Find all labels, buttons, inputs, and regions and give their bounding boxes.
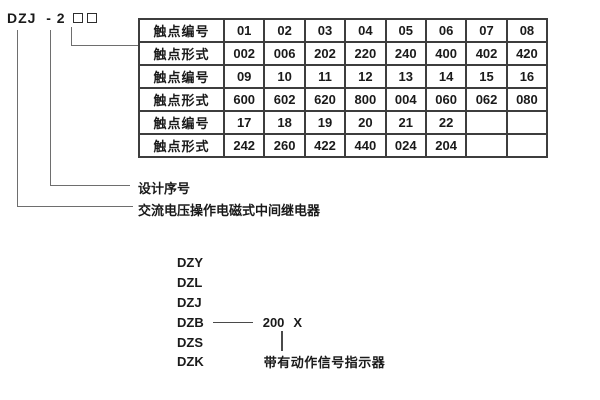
model-designation: DZJ - 2 <box>7 10 97 26</box>
table-row: 触点编号 17 18 19 20 21 22 <box>138 110 549 135</box>
value-cell: 400 <box>424 41 468 66</box>
value-cell <box>505 110 549 135</box>
value-cell: 202 <box>303 41 347 66</box>
value-cell: 11 <box>303 64 347 89</box>
row-label-cell: 触点形式 <box>138 41 225 66</box>
table-row: 触点编号 01 02 03 04 05 06 07 08 <box>138 18 549 43</box>
value-cell: 060 <box>424 87 468 112</box>
series-row-dzs: DZS <box>177 332 385 352</box>
value-cell: 024 <box>384 133 427 158</box>
leader-line-squares-vertical <box>71 27 73 46</box>
value-cell: 002 <box>222 41 266 66</box>
value-cell: 420 <box>505 41 549 66</box>
value-cell <box>505 133 549 158</box>
leader-line-squares-horizontal <box>71 44 138 46</box>
value-cell: 006 <box>263 41 306 66</box>
series-row-dzy: DZY <box>177 253 385 273</box>
value-cell: 13 <box>384 64 427 89</box>
value-cell: 18 <box>263 110 306 135</box>
series-variant-placeholder: X <box>293 314 303 330</box>
value-cell: 05 <box>384 18 427 43</box>
design-serial-label: 设计序号 <box>138 181 191 196</box>
series-row-dzl: DZL <box>177 273 385 293</box>
value-cell: 21 <box>384 110 427 135</box>
series-model-name: DZJ <box>177 294 202 310</box>
value-cell: 062 <box>465 87 508 112</box>
value-cell: 080 <box>505 87 549 112</box>
row-label-cell: 触点编号 <box>138 110 225 135</box>
value-cell: 19 <box>303 110 347 135</box>
value-cell: 402 <box>465 41 508 66</box>
series-model-name: DZL <box>177 275 203 291</box>
value-cell: 220 <box>344 41 387 66</box>
value-cell: 07 <box>465 18 508 43</box>
placeholder-square-icon <box>72 13 83 23</box>
value-cell: 20 <box>344 110 387 135</box>
value-cell: 01 <box>222 18 266 43</box>
value-cell <box>465 110 508 135</box>
value-cell: 06 <box>424 18 468 43</box>
value-cell: 12 <box>344 64 387 89</box>
series-model-name: DZK <box>177 354 204 370</box>
series-model-name: DZY <box>177 255 203 271</box>
variant-note-connector-line <box>281 331 283 351</box>
value-cell: 422 <box>303 133 347 158</box>
row-label-cell: 触点形式 <box>138 133 225 158</box>
leader-line-relay-vertical <box>17 30 19 207</box>
series-row-dzb: DZB 200 X <box>177 312 385 332</box>
value-cell: 15 <box>465 64 508 89</box>
value-cell: 02 <box>263 18 306 43</box>
value-cell: 260 <box>263 133 306 158</box>
relay-description-label: 交流电压操作电磁式中间继电器 <box>138 203 321 218</box>
series-row-dzk: DZK 带有动作信号指示器 <box>177 352 385 372</box>
series-list: DZY DZL DZJ DZB 200 X DZS DZK 带有动作信号指示器 <box>177 253 385 372</box>
row-label-cell: 触点形式 <box>138 87 225 112</box>
series-row-dzj: DZJ <box>177 293 385 313</box>
value-cell <box>465 133 508 158</box>
model-design-number-text: 2 <box>56 10 66 26</box>
value-cell: 620 <box>303 87 347 112</box>
value-cell: 602 <box>263 87 306 112</box>
value-cell: 04 <box>344 18 387 43</box>
value-cell: 22 <box>424 110 468 135</box>
leader-line-design-vertical <box>50 30 52 186</box>
value-cell: 204 <box>424 133 468 158</box>
table-row: 触点编号 09 10 11 12 13 14 15 16 <box>138 64 549 89</box>
series-suffix-value: 200 <box>262 314 285 330</box>
value-cell: 17 <box>222 110 266 135</box>
value-cell: 240 <box>384 41 427 66</box>
leader-line-relay-horizontal <box>17 205 133 207</box>
placeholder-square-icon <box>86 13 97 23</box>
value-cell: 03 <box>303 18 347 43</box>
table-row: 触点形式 242 260 422 440 024 204 <box>138 133 549 158</box>
variant-note-label: 带有动作信号指示器 <box>263 355 386 371</box>
value-cell: 800 <box>344 87 387 112</box>
value-cell: 440 <box>344 133 387 158</box>
series-model-name: DZB <box>177 314 204 330</box>
series-dash-line <box>212 321 253 324</box>
leader-line-design-horizontal <box>50 184 130 186</box>
value-cell: 10 <box>263 64 306 89</box>
model-separator-text: - <box>36 10 57 26</box>
series-model-name: DZS <box>177 334 203 350</box>
value-cell: 14 <box>424 64 468 89</box>
row-label-cell: 触点编号 <box>138 64 225 89</box>
row-label-cell: 触点编号 <box>138 18 225 43</box>
table-row: 触点形式 002 006 202 220 240 400 402 420 <box>138 41 549 66</box>
value-cell: 09 <box>222 64 266 89</box>
model-prefix-text: DZJ <box>7 10 37 26</box>
value-cell: 242 <box>222 133 266 158</box>
contact-table: 触点编号 01 02 03 04 05 06 07 08 触点形式 002 006 202 220 240 4… <box>138 18 549 158</box>
value-cell: 08 <box>505 18 549 43</box>
value-cell: 600 <box>222 87 266 112</box>
contact-table-body: 触点编号 01 02 03 04 05 06 07 08 触点形式 002 006 202 220 240 4… <box>138 18 549 158</box>
table-row: 触点形式 600 602 620 800 004 060 062 080 <box>138 87 549 112</box>
value-cell: 004 <box>384 87 427 112</box>
value-cell: 16 <box>505 64 549 89</box>
